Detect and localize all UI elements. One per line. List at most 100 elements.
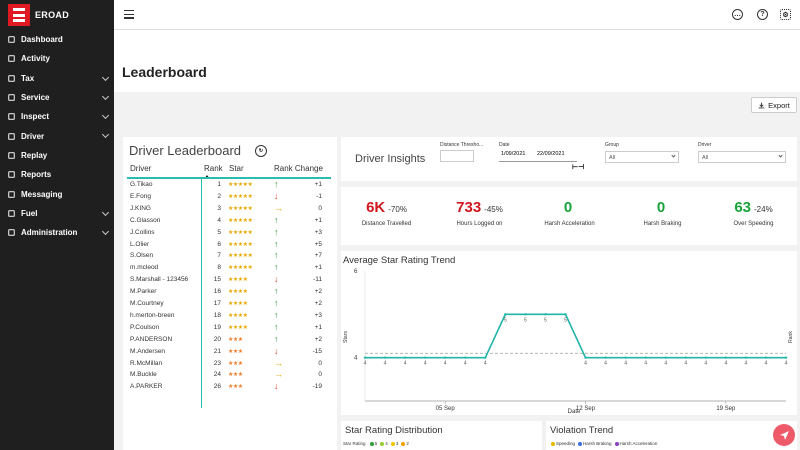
- legend-item[interactable]: Harsh Braking: [575, 441, 612, 446]
- table-row[interactable]: R.McMillan 23 ★★★ → 0: [123, 358, 337, 371]
- sidebar-item-inspect[interactable]: Inspect: [0, 107, 114, 126]
- table-row[interactable]: S.Olsen 7 ★★★★★ ↑ +7: [123, 250, 337, 263]
- chevron-down-icon[interactable]: [101, 131, 110, 139]
- chevron-down-icon[interactable]: [101, 92, 110, 100]
- legend-dot-icon: [390, 441, 395, 446]
- sidebar-item-label: Tax: [21, 73, 35, 83]
- table-row[interactable]: M.Parker 16 ★★★★ ↑ +2: [123, 286, 337, 299]
- driver-select[interactable]: All: [698, 151, 786, 163]
- table-row[interactable]: A.PARKER 26 ★★★ ↓ -19: [123, 381, 337, 394]
- table-row[interactable]: M.Andersen 21 ★★★ ↓ -15: [123, 346, 337, 359]
- y-tick-label: 6: [354, 269, 358, 275]
- date-range-handle[interactable]: ⊢⊣: [572, 164, 585, 171]
- chevron-down-icon[interactable]: [101, 73, 110, 81]
- header-divider: [127, 177, 331, 179]
- data-label: 4: [724, 361, 727, 367]
- legend-dot-icon: [614, 441, 619, 446]
- legend-item[interactable]: 4: [377, 441, 388, 446]
- legend-item[interactable]: Harsh Acceleration: [612, 441, 657, 446]
- table-row[interactable]: G.Tikao 1 ★★★★★ ↑ +1: [123, 179, 337, 192]
- legend-item[interactable]: 5: [367, 441, 377, 446]
- legend-label: Speeding: [556, 441, 576, 446]
- sidebar-item-service[interactable]: Service: [0, 88, 114, 107]
- export-button[interactable]: Export: [751, 97, 797, 113]
- table-row[interactable]: J.KING 3 ★★★★★ → 0: [123, 203, 337, 216]
- table-row[interactable]: J.Collins 5 ★★★★★ ↑ +3: [123, 227, 337, 240]
- y-tick-label: 4: [354, 356, 358, 362]
- series-point: [564, 313, 567, 316]
- trend-same-arrow-icon: →: [274, 369, 283, 380]
- chat-icon[interactable]: …: [732, 9, 743, 20]
- x-tick-label: 12 Sep: [576, 406, 596, 412]
- star-rating-icon: ★★★★: [228, 312, 248, 319]
- sidebar-item-activity[interactable]: Activity: [0, 49, 114, 68]
- chevron-down-icon[interactable]: [101, 112, 110, 120]
- driver-name: P.ANDERSON: [130, 335, 173, 343]
- metric-harsh-acceleration: 0 Harsh Acceleration: [524, 199, 615, 227]
- table-row[interactable]: E.Fong 2 ★★★★★ ↓ -1: [123, 191, 337, 204]
- sidebar-item-tax[interactable]: Tax: [0, 69, 114, 88]
- sidebar-item-label: Replay: [21, 150, 48, 160]
- chevron-down-icon[interactable]: [101, 208, 110, 216]
- legend-item[interactable]: 2: [398, 441, 409, 446]
- series-point: [484, 356, 487, 359]
- leaderboard-toggle-icon[interactable]: ↻: [255, 145, 267, 157]
- feedback-button[interactable]: [773, 424, 795, 446]
- sidebar-item-messaging[interactable]: Messaging: [0, 184, 114, 203]
- table-row[interactable]: h.merton-breen 18 ★★★★ ↑ +3: [123, 310, 337, 323]
- series-point: [363, 356, 367, 359]
- series-point: [724, 356, 728, 359]
- star-dist-legend-label: Star Rating: [343, 441, 366, 446]
- sidebar-item-label: Inspect: [21, 112, 50, 122]
- legend-item[interactable]: 3: [388, 441, 398, 446]
- dashboard-icon: [7, 36, 15, 44]
- replay-icon: [7, 151, 15, 159]
- logo[interactable]: EROAD: [0, 0, 114, 30]
- table-row[interactable]: S.Marshall - 123456 15 ★★★★ ↓ -11: [123, 274, 337, 287]
- chevron-down-icon: [671, 153, 676, 158]
- driver-rank: 18: [213, 311, 221, 319]
- sidebar-item-driver[interactable]: Driver: [0, 126, 114, 145]
- star-rating-icon: ★★★★★: [228, 265, 253, 272]
- legend-label: Harsh Braking: [583, 441, 612, 446]
- date-to-input[interactable]: 22/09/2021: [537, 151, 565, 157]
- sidebar-item-fuel[interactable]: Fuel: [0, 204, 114, 223]
- table-row[interactable]: P.ANDERSON 20 ★★★ ↑ +2: [123, 334, 337, 347]
- metric-percent: -45%: [484, 205, 503, 214]
- sidebar-item-dashboard[interactable]: Dashboard: [0, 30, 114, 49]
- rank-change: +3: [314, 311, 322, 319]
- table-row[interactable]: m.mcleod 8 ★★★★★ ↑ +1: [123, 262, 337, 275]
- trend-up-arrow-icon: ↑: [274, 250, 279, 261]
- table-row[interactable]: P.Coulson 19 ★★★★ ↑ +1: [123, 322, 337, 335]
- rank-change: +1: [314, 216, 322, 224]
- violation-title: Violation Trend: [550, 425, 614, 436]
- help-icon[interactable]: ?: [757, 9, 768, 20]
- download-icon: [758, 102, 765, 108]
- col-rank[interactable]: Rank: [204, 164, 223, 173]
- trend-up-arrow-icon: ↑: [274, 179, 279, 189]
- table-row[interactable]: C.Glasson 4 ★★★★★ ↑ +1: [123, 215, 337, 228]
- menu-toggle-icon[interactable]: [124, 10, 134, 19]
- data-label: 4: [704, 361, 707, 367]
- date-from-input[interactable]: 1/09/2021: [501, 151, 526, 157]
- driver-name: E.Fong: [130, 192, 151, 200]
- rank-change: -15: [312, 347, 322, 355]
- distance-threshold-input[interactable]: [440, 150, 474, 162]
- legend-item[interactable]: Speeding: [548, 441, 575, 446]
- sidebar-item-administration[interactable]: Administration: [0, 223, 114, 242]
- metric-value: 733: [456, 199, 482, 216]
- table-row[interactable]: M.Buckle 24 ★★★ → 0: [123, 369, 337, 382]
- star-rating-icon: ★★★★: [228, 277, 248, 284]
- sidebar-item-replay[interactable]: Replay: [0, 146, 114, 165]
- table-row[interactable]: M.Courtney 17 ★★★★ ↑ +2: [123, 298, 337, 311]
- chevron-down-icon[interactable]: [101, 227, 110, 236]
- table-row[interactable]: L.Olier 6 ★★★★★ ↑ +5: [123, 239, 337, 252]
- data-label: 4: [404, 361, 407, 367]
- group-select[interactable]: All: [605, 151, 679, 163]
- sidebar-item-reports[interactable]: Reports: [0, 165, 114, 184]
- settings-gear-icon[interactable]: ⚙: [780, 9, 791, 20]
- driver-rank: 2: [217, 192, 221, 200]
- series-point: [423, 356, 427, 359]
- series-point: [704, 356, 708, 359]
- star-rating-icon: ★★★★★: [228, 253, 253, 260]
